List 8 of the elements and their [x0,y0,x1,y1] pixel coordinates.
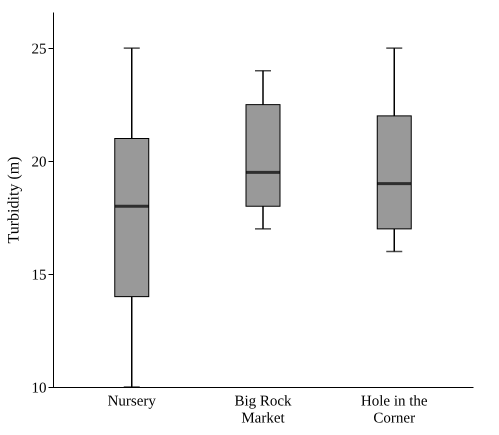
y-tick-label: 25 [32,42,46,58]
x-tick-label: Big Rock Market [234,394,292,426]
x-tick-label: Hole in the Corner [360,394,428,426]
y-tick-label: 10 [32,380,46,396]
y-axis-title: Turbidity (m) [6,156,22,244]
y-tick-label: 15 [32,268,46,284]
x-tick-label: Nursery [108,394,156,410]
y-tick-label: 20 [32,154,46,171]
